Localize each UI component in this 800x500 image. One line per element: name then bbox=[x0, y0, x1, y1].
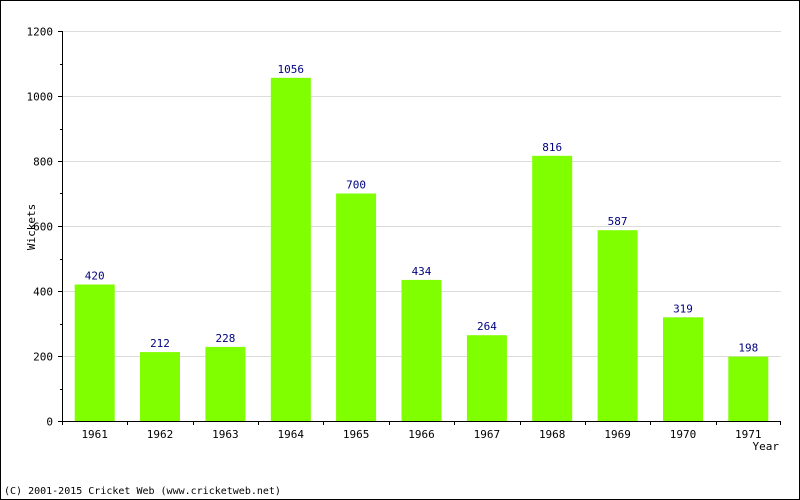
bar-value-label: 1056 bbox=[278, 63, 305, 76]
x-tick-label: 1962 bbox=[147, 428, 174, 441]
x-tick-label: 1964 bbox=[278, 428, 305, 441]
y-tick-label: 1200 bbox=[27, 26, 54, 39]
y-tick-label: 400 bbox=[33, 286, 53, 299]
y-tick-label: 600 bbox=[33, 221, 53, 234]
bars bbox=[74, 77, 769, 422]
bar-value-label: 228 bbox=[215, 332, 235, 345]
copyright-text: (C) 2001-2015 Cricket Web (www.cricketwe… bbox=[4, 486, 281, 497]
bar bbox=[140, 352, 180, 421]
x-tick-label: 1969 bbox=[604, 428, 631, 441]
bar-value-label: 816 bbox=[542, 141, 562, 154]
x-tick-label: 1963 bbox=[212, 428, 239, 441]
bar-value-label: 420 bbox=[85, 270, 105, 283]
x-tick-label: 1965 bbox=[343, 428, 370, 441]
bar bbox=[728, 356, 769, 421]
bar bbox=[205, 346, 246, 421]
data-labels: 420 212 228 1056 700 434 264 816 587 319 198 bbox=[85, 63, 758, 355]
y-axis-title: Wickets bbox=[25, 204, 38, 250]
y-tick-label: 800 bbox=[33, 156, 53, 169]
x-tick-label: 1970 bbox=[670, 428, 697, 441]
x-tick-label: 1968 bbox=[539, 428, 566, 441]
bar-value-label: 587 bbox=[608, 215, 628, 228]
bar bbox=[401, 279, 442, 421]
bar bbox=[336, 193, 377, 421]
bar-value-label: 319 bbox=[673, 302, 693, 315]
x-axis-title: Year bbox=[753, 440, 780, 453]
grid-lines bbox=[62, 31, 781, 357]
x-tick-label: 1967 bbox=[474, 428, 501, 441]
bar bbox=[74, 284, 115, 421]
x-tick-label: 1961 bbox=[81, 428, 108, 441]
bar-value-label: 212 bbox=[150, 337, 170, 350]
x-tick-label: 1971 bbox=[735, 428, 762, 441]
bar bbox=[270, 77, 311, 422]
bar-value-label: 198 bbox=[738, 342, 758, 355]
y-tick-label: 200 bbox=[33, 351, 53, 364]
bar-value-label: 434 bbox=[412, 265, 432, 278]
x-axis: 1961 1962 1963 1964 1965 1966 1967 1968 1969 1970… bbox=[62, 421, 781, 441]
bar bbox=[466, 335, 507, 421]
bar-value-label: 264 bbox=[477, 320, 497, 333]
bar bbox=[597, 230, 638, 421]
y-tick-label: 1000 bbox=[27, 91, 54, 104]
x-tick-label: 1966 bbox=[408, 428, 435, 441]
bar bbox=[663, 317, 703, 421]
bar bbox=[532, 155, 573, 422]
bar-value-label: 700 bbox=[346, 179, 366, 192]
y-tick-label: 0 bbox=[46, 416, 53, 429]
y-axis: 0 200 400 600 800 1000 1200 bbox=[27, 26, 63, 429]
